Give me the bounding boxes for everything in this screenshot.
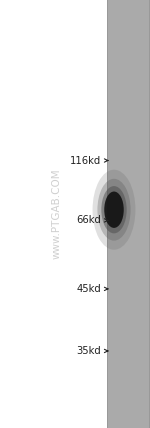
Text: 45kd: 45kd: [76, 284, 101, 294]
Text: 66kd: 66kd: [76, 215, 101, 226]
Ellipse shape: [98, 179, 130, 241]
Bar: [107, 0, 150, 428]
Text: www.PTGAB.COM: www.PTGAB.COM: [52, 169, 62, 259]
Bar: [149, 0, 150, 428]
Ellipse shape: [93, 170, 135, 250]
Text: 116kd: 116kd: [70, 155, 101, 166]
Ellipse shape: [101, 186, 127, 233]
Bar: [107, 0, 108, 428]
Ellipse shape: [104, 192, 124, 228]
Text: 35kd: 35kd: [76, 346, 101, 356]
